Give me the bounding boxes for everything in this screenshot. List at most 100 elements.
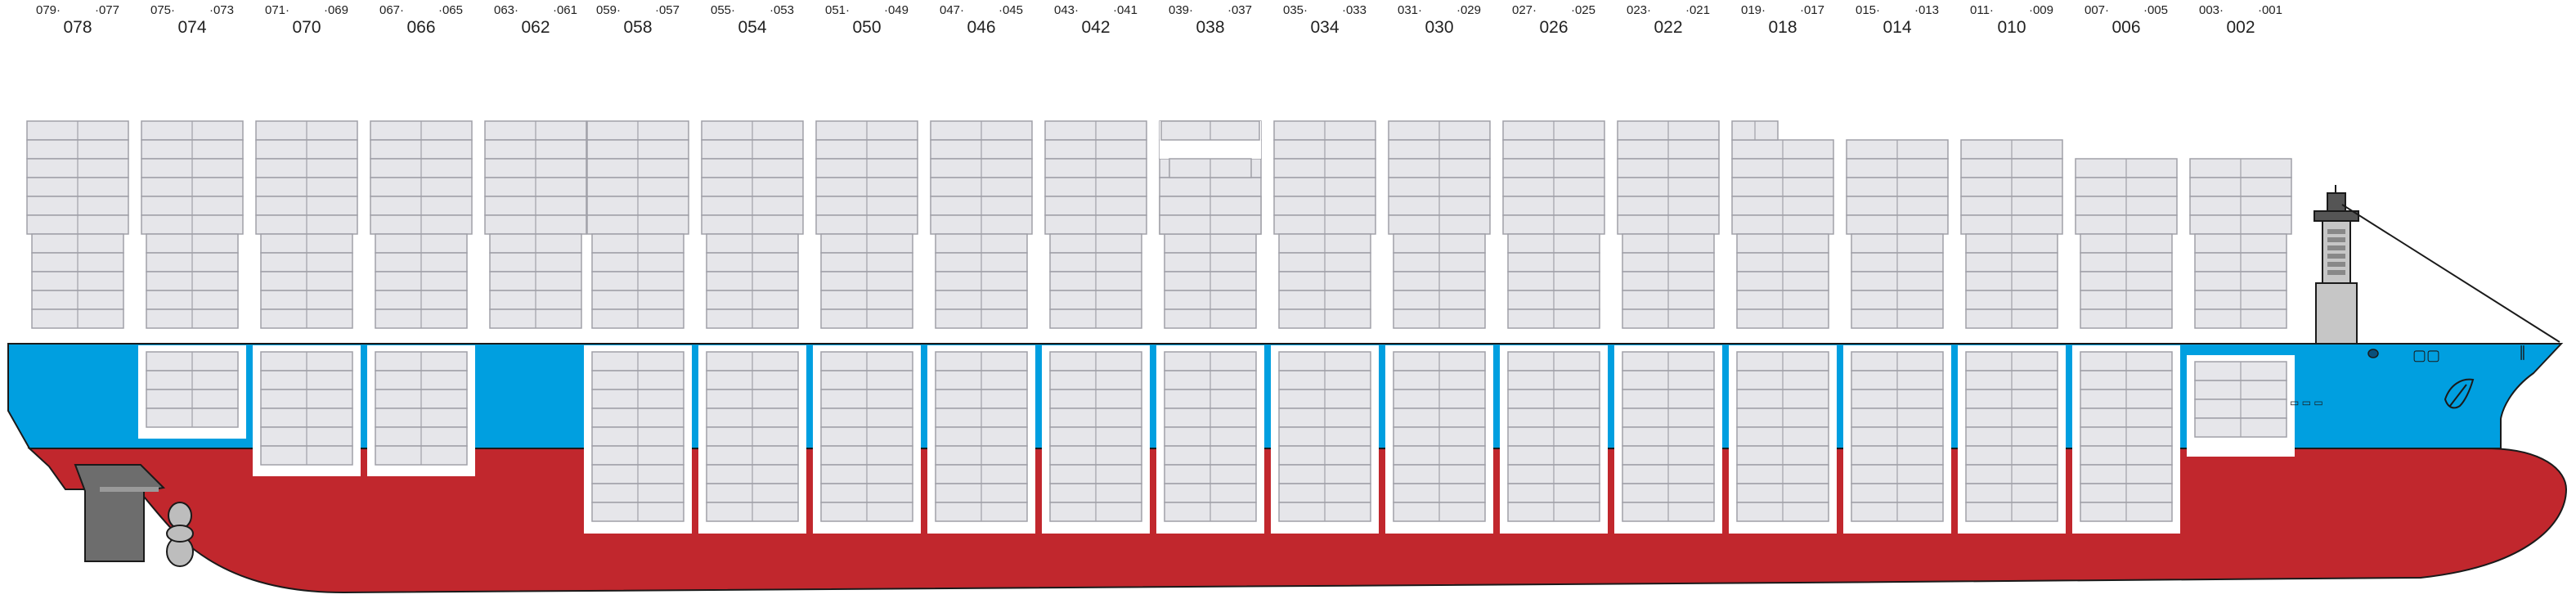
bay-number: 054 (738, 18, 767, 37)
bay-right-number: ·013 (1914, 3, 1939, 17)
bay-number: 002 (2226, 18, 2255, 37)
bay-number: 070 (292, 18, 321, 37)
hold-stack (2194, 361, 2287, 438)
bay-number: 074 (177, 18, 207, 37)
deck-stack (1960, 139, 2063, 235)
bay-left-number: 007· (2085, 3, 2110, 17)
deck-stack-lower (1965, 233, 2058, 329)
deck-stack (1273, 120, 1376, 235)
deck-stack (1731, 120, 1779, 141)
bay-right-number: ·073 (209, 3, 234, 17)
hold-stack (1736, 351, 1829, 522)
bay-left-number: 079· (36, 3, 61, 17)
bay-right-number: ·033 (1341, 3, 1367, 17)
bay-label: 059· ·057 058 (585, 3, 691, 38)
deck-stack (484, 120, 587, 235)
deck-stack-lower (935, 233, 1028, 329)
hold-stack (1164, 351, 1257, 522)
bay-label: 023· ·021 022 (1615, 3, 1721, 38)
deck-stack (1502, 120, 1605, 235)
hold-stack (375, 351, 468, 466)
bay-left-number: 047· (940, 3, 965, 17)
bay-label: 039· ·037 038 (1157, 3, 1263, 38)
bay-label: 015· ·013 014 (1844, 3, 1950, 38)
bow-thruster-icon (2449, 384, 2467, 407)
bay-number: 006 (2112, 18, 2141, 37)
deck-stack (1159, 196, 1262, 235)
bow-thruster-icon (2444, 378, 2475, 409)
bay-right-number: ·049 (883, 3, 909, 17)
deck-stack-lower (1507, 233, 1600, 329)
deck-stack (586, 120, 689, 235)
deck-stack (701, 120, 804, 235)
anchor-icon (2367, 349, 2379, 358)
window (2327, 254, 2345, 259)
bay-left-number: 039· (1169, 3, 1194, 17)
deck-stack (1160, 120, 1260, 141)
deck-stack-lower (591, 233, 684, 329)
deck-stack (1044, 120, 1147, 235)
deck-stack (2189, 158, 2292, 235)
bay-right-number: ·065 (438, 3, 463, 17)
hold-stack (1049, 351, 1142, 522)
bridge-deck (2313, 210, 2359, 222)
bay-label: 035· ·033 034 (1272, 3, 1378, 38)
bay-right-number: ·025 (1570, 3, 1595, 17)
deck-stack-lower (1622, 233, 1715, 329)
hold-stack (706, 351, 799, 522)
bay-left-number: 051· (825, 3, 850, 17)
bay-right-number: ·029 (1456, 3, 1481, 17)
bay-right-number: ·077 (94, 3, 119, 17)
bay-number: 062 (521, 18, 550, 37)
bay-label: 019· ·017 018 (1730, 3, 1836, 38)
bay-left-number: 055· (711, 3, 736, 17)
bay-label: 075· ·073 074 (139, 3, 245, 38)
forestay (2341, 204, 2560, 343)
hold-stack (1965, 351, 2058, 522)
bay-left-number: 043· (1054, 3, 1079, 17)
bay-left-number: 075· (150, 3, 176, 17)
deck-stack-lower (260, 233, 353, 329)
bay-left-number: 019· (1741, 3, 1766, 17)
bay-number: 042 (1081, 18, 1111, 37)
propeller-blade (166, 525, 194, 543)
deck-stack-lower (1049, 233, 1142, 329)
deck-stack-lower (1164, 233, 1257, 329)
deck-stack-lower (489, 233, 582, 329)
hold-stack (2080, 351, 2173, 522)
bay-right-number: ·017 (1799, 3, 1824, 17)
deck-stack-lower (820, 233, 913, 329)
bay-right-number: ·045 (998, 3, 1023, 17)
deck-stack-lower (31, 233, 124, 329)
bay-number: 058 (623, 18, 653, 37)
deck-stack-lower (146, 233, 239, 329)
deck-stack (141, 120, 244, 235)
hold-stack (1393, 351, 1486, 522)
deck-stack (1617, 120, 1720, 235)
deck-stack (26, 120, 129, 235)
bay-left-number: 071· (265, 3, 290, 17)
bay-number: 066 (406, 18, 436, 37)
deck-stack-lower (1278, 233, 1371, 329)
bay-label: 007· ·005 006 (2073, 3, 2179, 38)
bay-left-number: 015· (1856, 3, 1881, 17)
window (2327, 245, 2345, 250)
hold-stack (1507, 351, 1600, 522)
bay-number: 018 (1768, 18, 1797, 37)
window (2327, 237, 2345, 242)
hold-stack (1851, 351, 1944, 522)
deck-stack-lower (2194, 233, 2287, 329)
bay-label: 079· ·077 078 (25, 3, 131, 38)
window (2327, 262, 2345, 267)
bay-label: 027· ·025 026 (1501, 3, 1607, 38)
hold-stack (260, 351, 353, 466)
hold-stack (591, 351, 684, 522)
bay-label: 011· ·009 010 (1959, 3, 2065, 38)
bay-number: 030 (1425, 18, 1454, 37)
bay-right-number: ·069 (323, 3, 348, 17)
deck-stack (930, 120, 1033, 235)
hold-stack (935, 351, 1028, 522)
bay-right-number: ·061 (552, 3, 577, 17)
bay-label: 051· ·049 050 (814, 3, 920, 38)
bay-right-number: ·057 (654, 3, 680, 17)
